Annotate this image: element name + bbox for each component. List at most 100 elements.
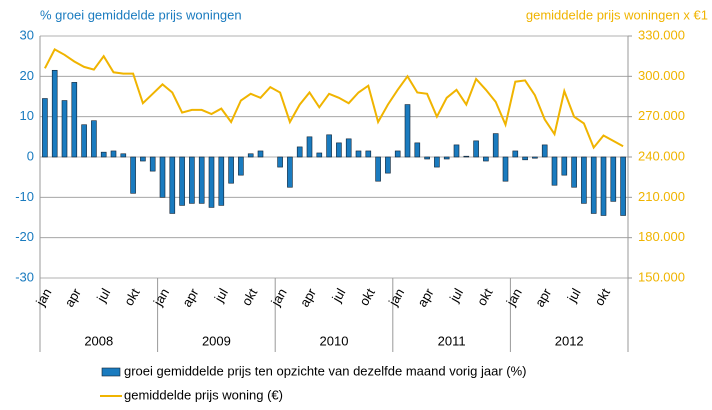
bar (385, 156, 391, 174)
legend-label: gemiddelde prijs woning (€) (124, 387, 283, 402)
bar (610, 156, 617, 202)
y2-tick-label: 210.000 (638, 189, 685, 204)
legend-swatch (101, 367, 121, 377)
y-tick-label: 20 (20, 68, 34, 83)
bar (208, 156, 215, 208)
bar (551, 156, 558, 186)
line (44, 48, 624, 150)
group-label: 2010 (320, 333, 349, 348)
bar (42, 98, 48, 158)
bar (394, 150, 401, 158)
y-tick-label: 10 (20, 108, 34, 123)
bar (120, 153, 127, 158)
x-tick-label: apr (61, 285, 84, 309)
bar (296, 146, 303, 158)
x-tick-label: jul (93, 286, 113, 306)
bar (71, 82, 78, 158)
bar (404, 104, 411, 158)
bar (375, 156, 381, 182)
y-tick-label: -20 (15, 229, 34, 244)
x-tick-label: okt (591, 285, 613, 308)
bar (512, 150, 519, 158)
bar (561, 156, 568, 176)
y-tick-label: 30 (20, 27, 34, 42)
y2-tick-label: 330.000 (638, 27, 685, 42)
bar (326, 134, 332, 158)
bar (81, 124, 87, 158)
bar (463, 155, 470, 158)
x-tick-label: jul (446, 286, 466, 306)
y-axis-title: % groei gemiddelde prijs woningen (40, 7, 242, 22)
bar (600, 156, 607, 216)
bar (287, 156, 293, 188)
bar (522, 156, 528, 161)
bar (453, 144, 460, 158)
bar (179, 156, 185, 206)
bar (345, 138, 352, 158)
bar (140, 156, 146, 162)
bar (532, 156, 538, 159)
group-label: 2008 (84, 333, 113, 348)
bar (51, 69, 58, 158)
bar (336, 142, 342, 158)
y2-tick-label: 300.000 (638, 68, 685, 83)
x-tick-label: apr (179, 285, 202, 309)
y2-tick-label: 240.000 (638, 148, 685, 163)
bar (541, 144, 548, 158)
bar (110, 150, 117, 158)
x-tick-label: jul (328, 286, 348, 306)
bar (414, 142, 421, 158)
bar (198, 156, 205, 204)
bar (91, 120, 97, 158)
bar (159, 156, 166, 198)
bar (483, 156, 489, 162)
x-tick-label: okt (474, 285, 496, 308)
y2-axis-title: gemiddelde prijs woningen x €1 (526, 7, 708, 22)
y2-tick-label: 150.000 (638, 269, 685, 284)
x-tick-label: apr (414, 285, 437, 309)
bar (502, 156, 509, 182)
bar (257, 150, 264, 158)
x-tick-label: jul (564, 286, 584, 306)
x-tick-label: jan (503, 286, 525, 309)
x-tick-label: jan (32, 286, 54, 309)
bar (100, 151, 107, 158)
y-tick-label: 0 (27, 148, 34, 163)
bar (169, 156, 176, 214)
bar (434, 156, 440, 168)
legend-label: groei gemiddelde prijs ten opzichte van … (124, 363, 527, 378)
y-tick-label: -30 (15, 269, 34, 284)
x-tick-label: okt (121, 285, 143, 308)
bar (620, 156, 626, 216)
group-label: 2009 (202, 333, 231, 348)
bar (228, 156, 234, 184)
bar (473, 140, 479, 158)
group-label: 2011 (438, 333, 466, 348)
bar (130, 156, 136, 194)
bar (277, 156, 283, 168)
x-tick-label: jul (211, 286, 231, 306)
x-tick-label: apr (297, 285, 320, 309)
bar (306, 136, 313, 158)
bar (355, 150, 362, 158)
y-tick-label: -10 (15, 189, 34, 204)
y2-tick-label: 180.000 (638, 229, 685, 244)
bar (247, 153, 254, 158)
bar (238, 156, 244, 176)
bar (590, 156, 597, 214)
bar (424, 156, 430, 160)
x-tick-label: okt (356, 285, 378, 308)
bar (492, 133, 499, 158)
x-tick-label: jan (385, 286, 407, 309)
x-tick-label: apr (532, 285, 555, 309)
y2-tick-label: 270.000 (638, 108, 685, 123)
bar (443, 156, 450, 160)
bar (149, 156, 156, 172)
bar (581, 156, 587, 204)
group-label: 2012 (555, 333, 584, 348)
bar (61, 100, 68, 158)
bar (218, 156, 225, 206)
bar (189, 156, 195, 204)
bar (571, 156, 577, 188)
